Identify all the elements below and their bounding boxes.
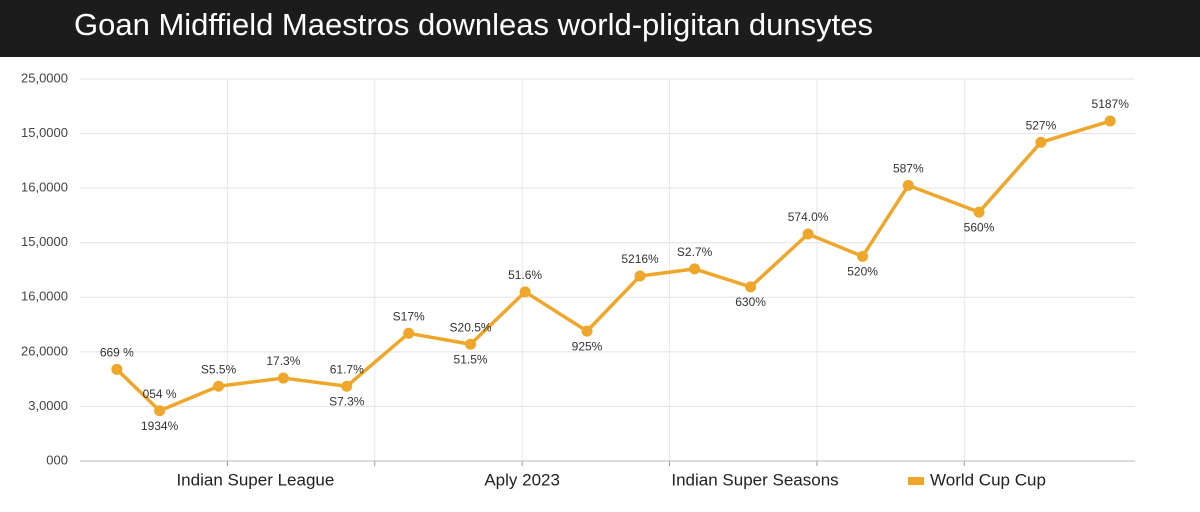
point-annotation: S5.5% (201, 362, 237, 376)
point (277, 372, 289, 384)
point-annotation: 51.5% (454, 352, 488, 366)
y-tick-label: 16,0000 (21, 180, 68, 195)
point (902, 179, 914, 191)
line (115, 119, 1111, 413)
point-annotation: S7.3% (329, 394, 365, 408)
chart-title: Goan Midffield Maestros downleas world-p… (74, 7, 873, 42)
y-tick-label: 25,0000 (21, 70, 68, 85)
point-annotation: 5216% (621, 252, 659, 266)
point-annotation: 17.3% (266, 354, 300, 368)
point (973, 206, 985, 218)
point (465, 338, 477, 350)
point (1104, 115, 1116, 127)
y-tick-label: 26,0000 (21, 343, 68, 358)
point-annotation: 587% (893, 162, 924, 176)
point-annotation: 51.6% (508, 268, 542, 282)
point-annotation: 560% (964, 220, 995, 234)
x-tick-label: Indian Super League (176, 470, 334, 489)
point-annotation: 669 % (100, 345, 134, 359)
point (857, 250, 869, 262)
point-annotation: 5187% (1092, 97, 1130, 111)
legend-label: World Cup Cup (930, 470, 1046, 489)
point (745, 281, 757, 293)
point-annotation: S20.5% (450, 320, 492, 334)
point-annotation: 054 % (143, 387, 177, 401)
point-annotation: S2.7% (677, 245, 713, 259)
point-annotation: 630% (735, 295, 766, 309)
y-tick-label: 000 (46, 452, 68, 467)
point-annotation: 1934% (141, 419, 179, 433)
point-annotation: 527% (1026, 118, 1057, 132)
y-tick-label: 3,0000 (28, 398, 68, 413)
x-tick-label: Aply 2023 (484, 470, 560, 489)
point (213, 380, 225, 392)
point (154, 405, 166, 417)
title-bar: Goan Midffield Maestros downleas world-p… (0, 0, 1200, 57)
y-tick-label: 16,0000 (21, 289, 68, 304)
point (519, 286, 531, 298)
point (1035, 136, 1047, 148)
point (111, 363, 123, 375)
point (341, 380, 353, 392)
point (634, 270, 646, 282)
y-tick-label: 15,0000 (21, 125, 68, 140)
point-annotation: 520% (847, 265, 878, 279)
y-tick-label: 15,0000 (21, 234, 68, 249)
point (403, 327, 415, 339)
point (802, 228, 814, 240)
point-annotation: 574.0% (788, 210, 829, 224)
point (689, 263, 701, 275)
point-annotation: 61.7% (330, 362, 364, 376)
point-annotation: 925% (572, 339, 603, 353)
point-annotation: S17% (393, 309, 425, 323)
x-tick-label: Indian Super Seasons (671, 470, 838, 489)
point (581, 325, 593, 337)
